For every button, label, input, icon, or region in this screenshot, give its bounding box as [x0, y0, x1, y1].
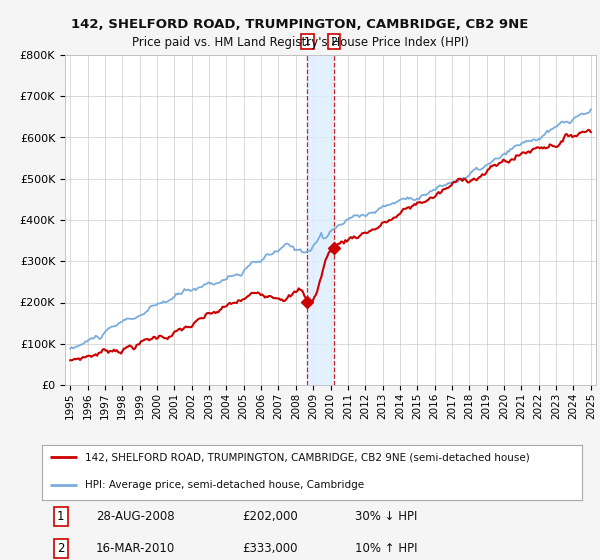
Text: 10% ↑ HPI: 10% ↑ HPI: [355, 542, 418, 555]
Text: 2: 2: [57, 542, 65, 555]
Text: £202,000: £202,000: [242, 510, 298, 523]
Text: Price paid vs. HM Land Registry's House Price Index (HPI): Price paid vs. HM Land Registry's House …: [131, 36, 469, 49]
Text: 28-AUG-2008: 28-AUG-2008: [96, 510, 175, 523]
Text: 2: 2: [331, 36, 338, 46]
Text: HPI: Average price, semi-detached house, Cambridge: HPI: Average price, semi-detached house,…: [85, 479, 364, 489]
Text: 142, SHELFORD ROAD, TRUMPINGTON, CAMBRIDGE, CB2 9NE (semi-detached house): 142, SHELFORD ROAD, TRUMPINGTON, CAMBRID…: [85, 452, 530, 462]
Text: 1: 1: [57, 510, 65, 523]
Text: £333,000: £333,000: [242, 542, 298, 555]
Text: 142, SHELFORD ROAD, TRUMPINGTON, CAMBRIDGE, CB2 9NE: 142, SHELFORD ROAD, TRUMPINGTON, CAMBRID…: [71, 18, 529, 31]
Text: 16-MAR-2010: 16-MAR-2010: [96, 542, 175, 555]
Text: 30% ↓ HPI: 30% ↓ HPI: [355, 510, 418, 523]
Bar: [307, 55, 334, 385]
Text: 1: 1: [304, 36, 311, 46]
